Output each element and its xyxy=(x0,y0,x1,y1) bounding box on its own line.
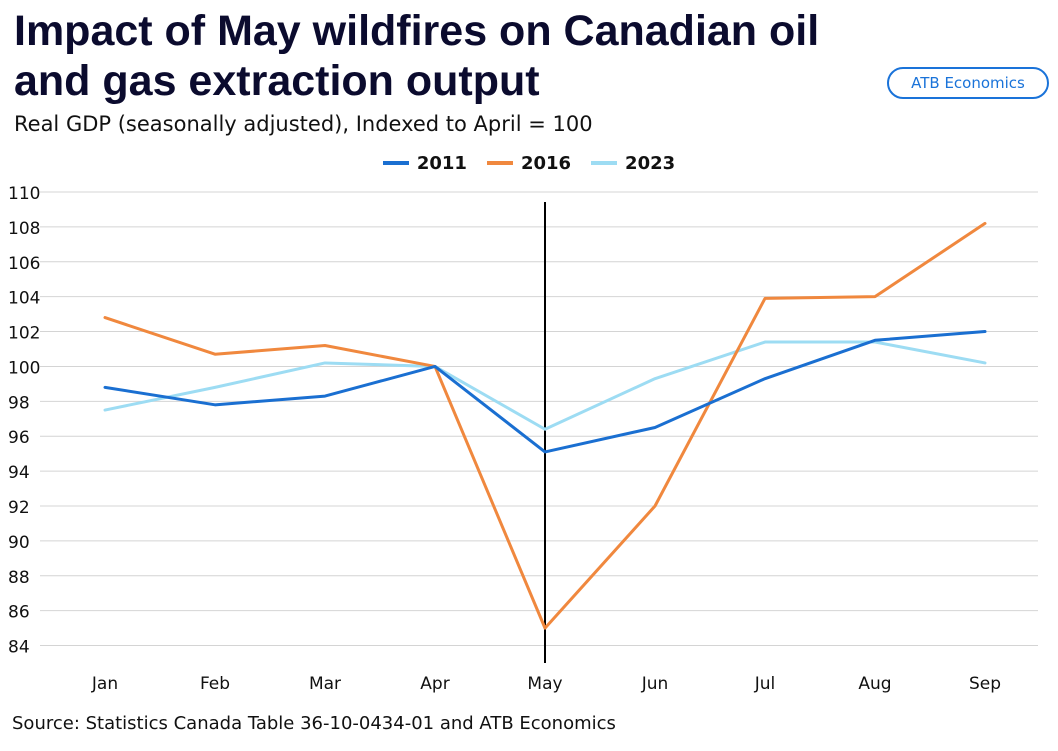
x-tick-label: Sep xyxy=(969,674,1001,694)
y-tick-label: 96 xyxy=(8,428,30,448)
legend-label: 2023 xyxy=(625,152,676,174)
x-tick-label: Jul xyxy=(754,674,776,694)
source-note: Source: Statistics Canada Table 36-10-04… xyxy=(12,713,616,734)
y-tick-label: 104 xyxy=(8,289,40,309)
series-line-2023 xyxy=(103,340,987,431)
legend-item-2016: 2016 xyxy=(486,152,572,174)
x-tick-label: Apr xyxy=(420,674,449,694)
chart-legend: 2011 2016 2023 xyxy=(0,150,1058,176)
y-tick-label: 108 xyxy=(8,219,40,239)
legend-swatch xyxy=(486,161,513,165)
atb-economics-badge: ATB Economics xyxy=(887,67,1049,99)
x-tick-label: Feb xyxy=(200,674,230,694)
x-tick-label: Jun xyxy=(641,674,669,694)
y-tick-label: 92 xyxy=(8,498,30,518)
y-tick-label: 100 xyxy=(8,358,40,378)
y-tick-label: 94 xyxy=(8,463,30,483)
legend-swatch xyxy=(591,161,618,165)
chart-title: Impact of May wildfires on Canadian oil … xyxy=(14,7,820,105)
legend-item-2011: 2011 xyxy=(382,152,467,174)
y-tick-label: 84 xyxy=(8,638,30,658)
y-tick-label: 98 xyxy=(8,393,30,413)
legend-swatch xyxy=(382,161,409,165)
y-tick-label: 90 xyxy=(8,533,30,553)
line-chart: 84 86 88 90 92 94 96 98 100 102 104 106 108 110 Jan Feb… xyxy=(8,184,1038,694)
y-tick-label: 110 xyxy=(8,184,40,204)
x-tick-label: Aug xyxy=(858,674,891,694)
legend-item-2023: 2023 xyxy=(591,153,675,174)
legend-label: 2016 xyxy=(520,152,572,174)
legend-label: 2011 xyxy=(416,152,467,174)
y-tick-label: 102 xyxy=(8,324,40,344)
y-tick-label: 88 xyxy=(8,568,30,588)
series-line-2016 xyxy=(103,221,987,630)
x-tick-label: Mar xyxy=(309,674,341,694)
series-line-2011 xyxy=(103,330,987,454)
chart-subtitle: Real GDP (seasonally adjusted), Indexed … xyxy=(14,112,593,136)
y-tick-label: 106 xyxy=(8,254,40,274)
x-tick-label: Jan xyxy=(91,674,118,694)
x-tick-label: May xyxy=(527,674,562,694)
y-tick-label: 86 xyxy=(8,603,30,623)
gridlines xyxy=(40,191,1038,647)
